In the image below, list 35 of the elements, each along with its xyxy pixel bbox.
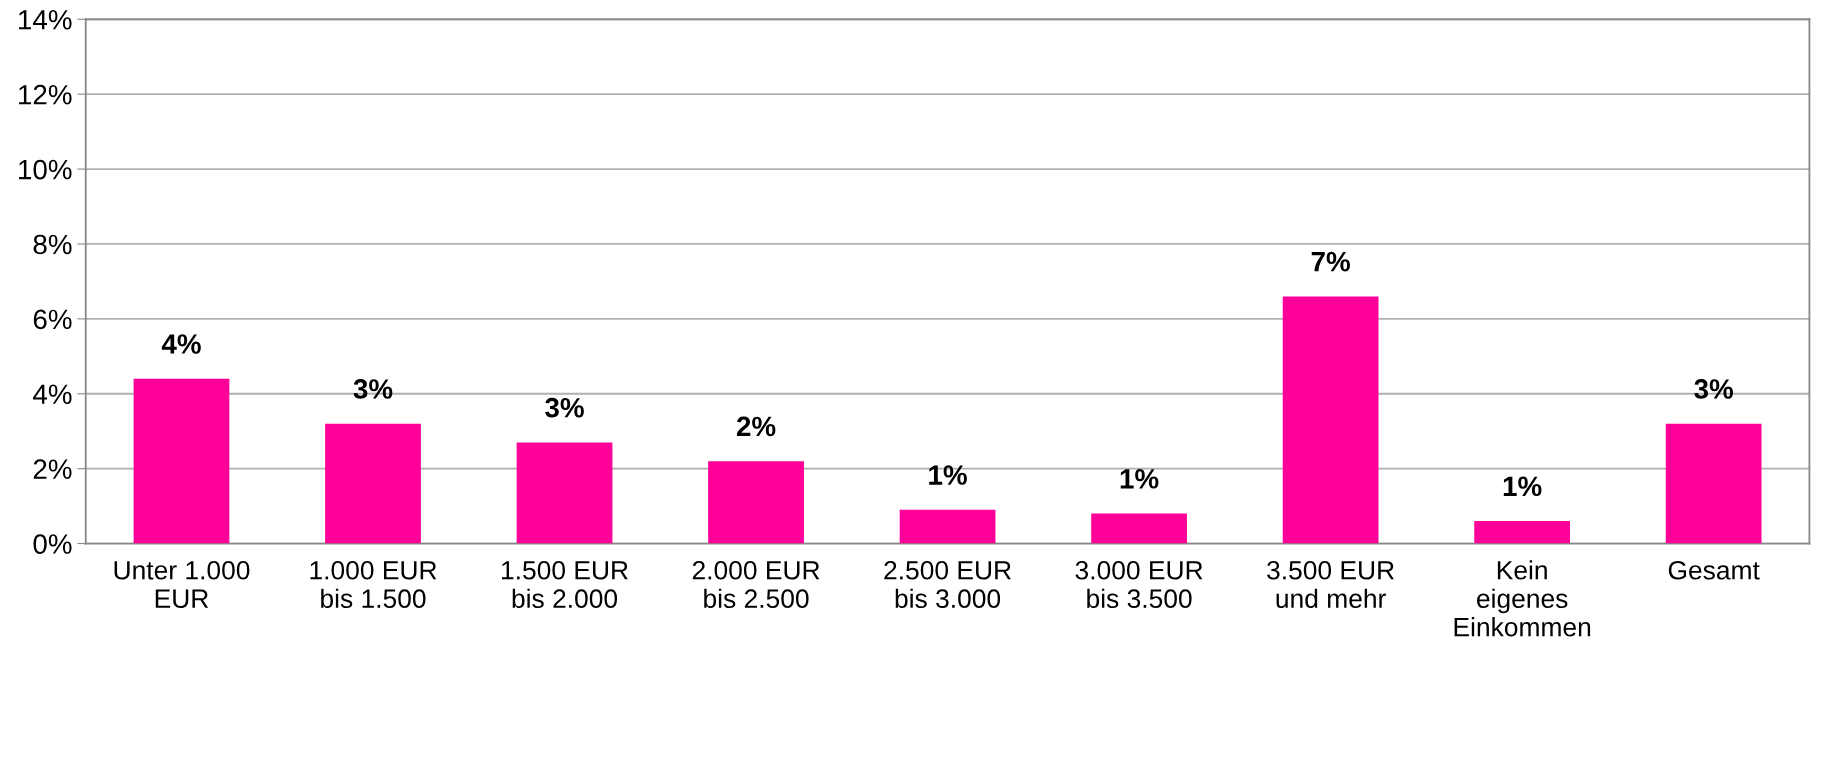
- bar: [899, 509, 996, 544]
- bar: [325, 423, 421, 544]
- data-label: 1%: [929, 465, 967, 485]
- y-tick-label: 0%: [33, 534, 72, 554]
- data-label: 7%: [1311, 251, 1350, 272]
- y-tick-label: 4%: [33, 384, 72, 404]
- data-label: 3%: [1694, 379, 1733, 399]
- data-label: 2%: [736, 416, 776, 437]
- y-tick-label: 12%: [19, 84, 72, 105]
- x-tick-label: Unter 1.000 EUR: [114, 560, 250, 609]
- data-label: 3%: [545, 397, 584, 418]
- x-tick-label: 3.500 EUR und mehr: [1267, 560, 1394, 609]
- x-tick-label: Gesamt: [1668, 560, 1760, 580]
- x-tick-label: 3.000 EUR bis 3.500: [1075, 560, 1203, 609]
- x-tick-label: 2.500 EUR bis 3.000: [884, 560, 1011, 609]
- bar: [708, 461, 804, 544]
- y-tick-label: 2%: [33, 459, 72, 479]
- bar: [133, 378, 230, 544]
- bar: [1665, 423, 1762, 544]
- data-label: 1%: [1503, 476, 1542, 497]
- bar: [1091, 513, 1187, 544]
- y-tick-label: 14%: [19, 10, 72, 30]
- bar: [1282, 296, 1379, 544]
- bar: [1474, 521, 1571, 544]
- x-tick-label: 2.000 EUR bis 2.500: [692, 560, 820, 609]
- x-tick-label: 1.500 EUR bis 2.000: [502, 560, 628, 609]
- bar: [516, 442, 613, 544]
- x-tick-label: Kein eigenes Einkommen: [1454, 560, 1591, 637]
- data-label: 3%: [353, 379, 393, 399]
- y-tick-label: 10%: [19, 159, 72, 180]
- data-label: 4%: [161, 334, 201, 354]
- y-tick-label: 6%: [33, 309, 72, 330]
- y-tick-label: 8%: [33, 234, 72, 255]
- data-label: 1%: [1120, 469, 1159, 489]
- x-tick-label: 1.000 EUR bis 1.500: [310, 560, 437, 609]
